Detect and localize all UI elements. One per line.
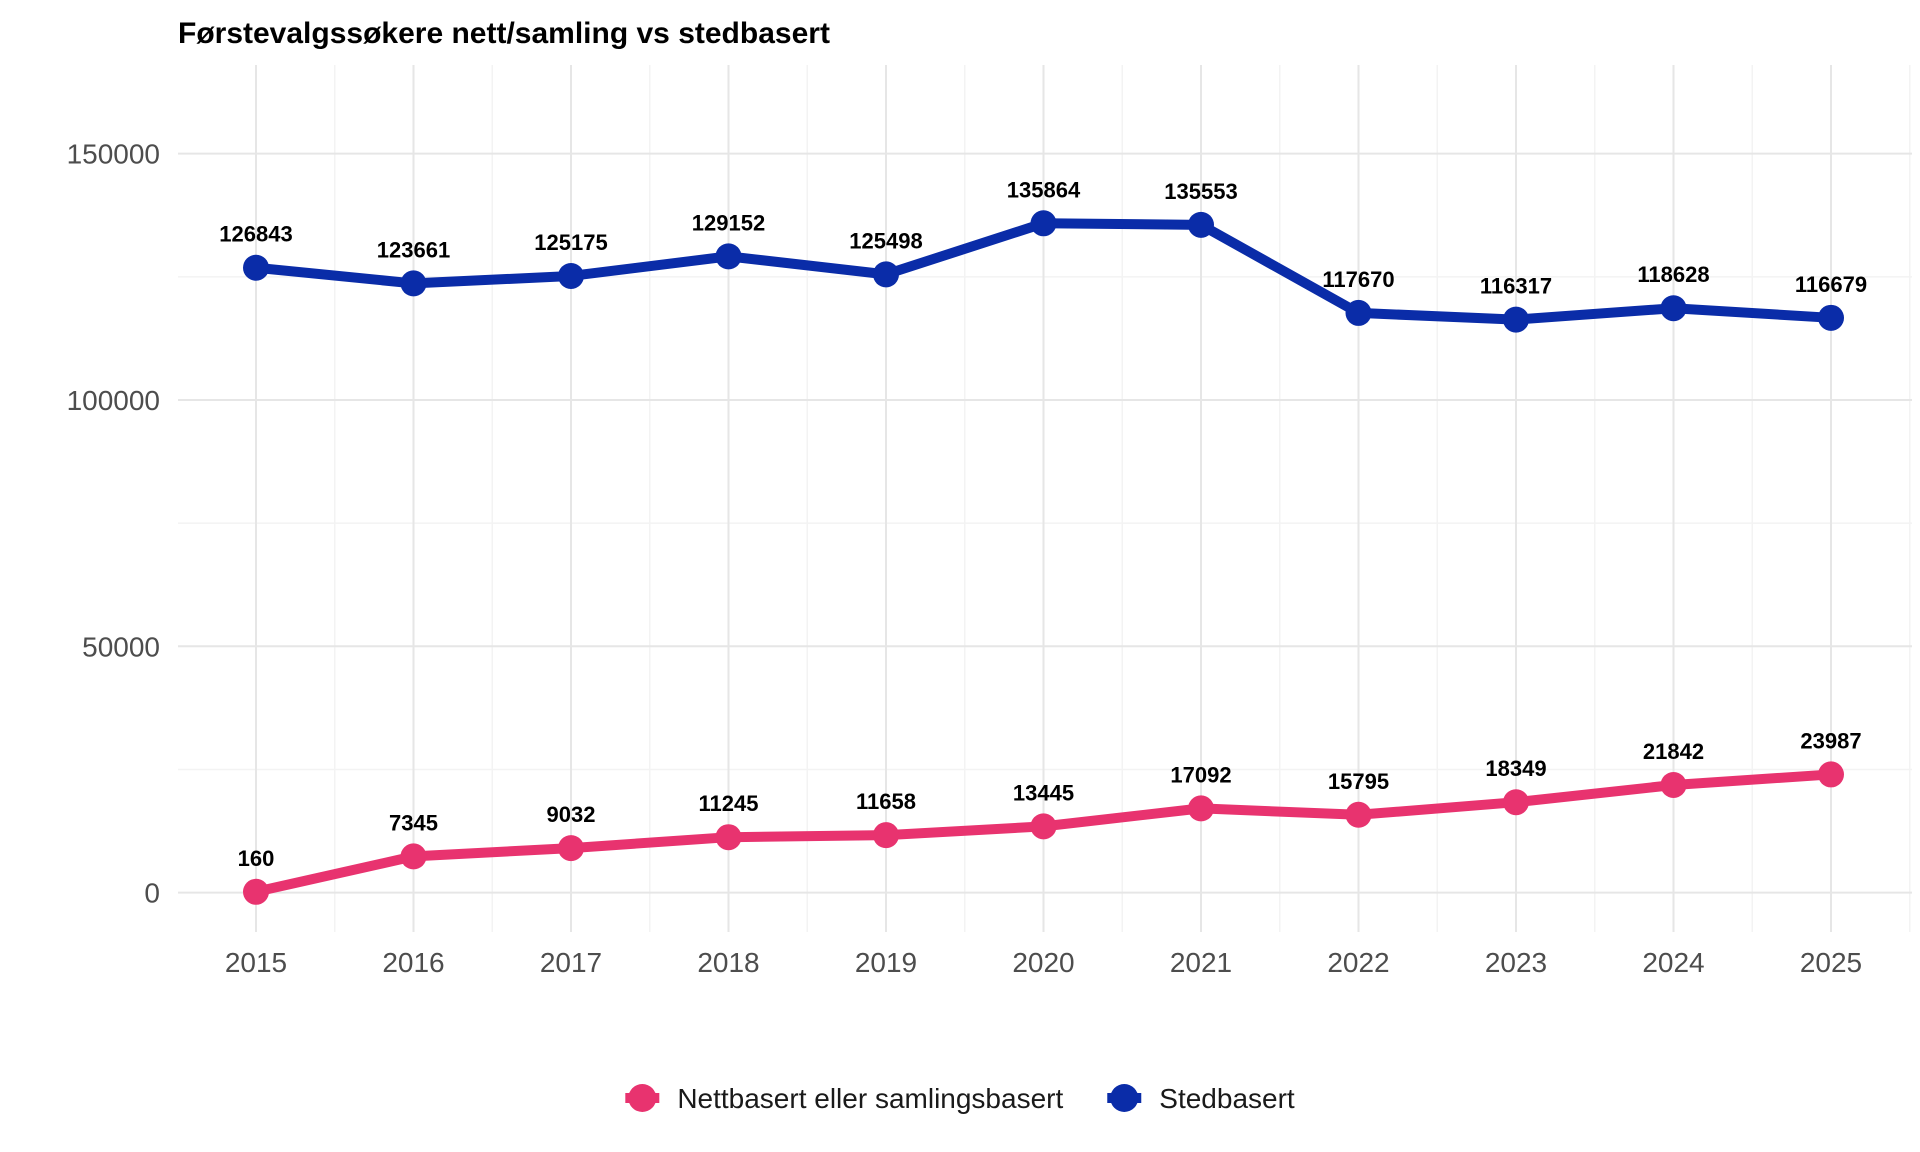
data-point [1503,789,1529,816]
data-point [1818,761,1844,788]
data-labels: 160 7345 9032 11245 11658 13445 17092 15795 1834… [219,177,1867,870]
data-point [1660,771,1687,798]
data-point [873,261,899,288]
series-points [243,210,1844,905]
x-tick-label: 2018 [697,947,759,978]
major-gridlines [178,65,1912,932]
y-tick-label: 50000 [82,631,160,662]
x-tick-label: 2025 [1800,947,1862,978]
data-point [400,270,427,297]
data-label: 23987 [1800,728,1861,753]
x-axis-tick-labels: 2015 2016 2017 2018 2019 2020 2021 2022 2023 2024… [225,947,1862,978]
data-label: 15795 [1328,769,1389,794]
legend-key-point [1110,1084,1139,1112]
data-point [558,835,584,862]
data-label: 160 [238,846,275,871]
data-label: 129152 [692,210,765,235]
data-label: 117670 [1322,267,1394,292]
x-tick-label: 2022 [1327,947,1389,978]
x-tick-label: 2024 [1642,947,1704,978]
data-point [1188,795,1214,822]
y-tick-label: 0 [144,878,160,909]
chart-title: Førstevalgssøkere nett/samling vs stedba… [178,17,830,50]
data-point [1345,801,1372,828]
data-label: 125498 [849,228,922,253]
data-point [715,243,742,270]
x-tick-label: 2021 [1170,947,1232,978]
data-label: 9032 [547,802,596,827]
data-point [558,262,584,289]
data-point [1030,813,1057,840]
data-point [400,843,427,870]
data-point [873,822,899,849]
x-tick-label: 2016 [382,947,444,978]
data-label: 135864 [1007,177,1081,202]
data-label: 18349 [1485,756,1546,781]
data-point [1503,306,1529,333]
data-label: 135553 [1164,179,1237,204]
data-point [1660,295,1687,322]
legend-key-point [628,1084,657,1112]
data-point [243,878,269,905]
data-label: 11658 [856,789,916,814]
data-label: 118628 [1637,262,1709,287]
data-label: 116679 [1795,272,1867,297]
x-tick-label: 2019 [855,947,917,978]
legend-label: Stedbasert [1159,1083,1295,1114]
x-tick-label: 2023 [1485,947,1547,978]
data-point [715,824,742,851]
data-point [1818,304,1844,331]
y-tick-label: 150000 [67,139,160,170]
data-point [243,254,269,281]
legend-label: Nettbasert eller samlingsbasert [677,1083,1063,1114]
data-label: 126843 [219,222,292,247]
data-label: 17092 [1170,762,1231,787]
data-label: 125175 [534,230,607,255]
data-point [1188,211,1214,238]
data-label: 21842 [1643,739,1704,764]
data-label: 7345 [389,810,438,835]
data-label: 11245 [699,791,759,816]
data-point [1030,210,1057,237]
y-tick-label: 100000 [67,385,160,416]
data-point [1345,299,1372,326]
legend: Nettbasert eller samlingsbasert Stedbaser… [625,1083,1295,1114]
data-label: 116317 [1480,274,1552,299]
data-label: 123661 [377,237,450,262]
y-axis-tick-labels: 0 50000 100000 150000 [67,139,160,909]
data-label: 13445 [1013,780,1074,805]
x-tick-label: 2017 [540,947,602,978]
x-tick-label: 2020 [1012,947,1074,978]
x-tick-label: 2015 [225,947,287,978]
